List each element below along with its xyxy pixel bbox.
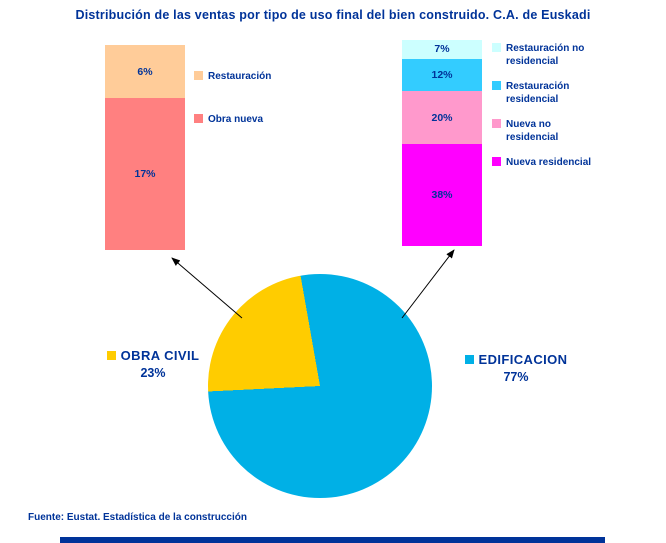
chart-title: Distribución de las ventas por tipo de u… <box>75 8 591 22</box>
bar-segment-value: 38% <box>431 189 453 202</box>
pie-chart <box>208 274 432 498</box>
obra-civil-bar: 6% 17% <box>105 45 185 250</box>
legend-item-restauracion: Restauración <box>194 70 271 83</box>
legend-item-nueva-residencial: Nueva residencial <box>492 156 596 169</box>
edificacion-legend: Restauración no residencial Restauración … <box>492 42 596 169</box>
legend-swatch <box>194 114 203 123</box>
legend-item-obra-nueva: Obra nueva <box>194 113 271 126</box>
legend-item-restauracion-no-residencial: Restauración no residencial <box>492 42 596 68</box>
legend-item-nueva-no-residencial: Nueva no residencial <box>492 118 596 144</box>
legend-label: Restauración <box>208 71 272 82</box>
bar-segment-restauracion: 6% <box>105 45 185 99</box>
bar-segment-restauracion-residencial: 12% <box>402 58 482 91</box>
bar-segment-value: 17% <box>134 168 156 181</box>
obra-civil-marker <box>106 351 116 360</box>
bar-segment-value: 12% <box>431 68 453 81</box>
bar-segment-nueva-no-residencial: 20% <box>402 90 482 145</box>
source-note: Fuente: Eustat. Estadística de la constr… <box>28 512 247 523</box>
legend-swatch <box>492 81 501 90</box>
bar-segment-obra-nueva: 17% <box>105 98 185 250</box>
bar-segment-nueva-residencial: 38% <box>402 144 482 246</box>
legend-swatch <box>492 157 501 166</box>
legend-label: Nueva no residencial <box>506 119 559 143</box>
legend-label: Restauración no residencial <box>506 43 585 67</box>
bar-segment-value: 20% <box>431 111 453 124</box>
pie-label-obra-civil: OBRA CIVIL 23% <box>84 348 222 380</box>
bar-segment-restauracion-no-residencial: 7% <box>402 40 482 59</box>
bar-segment-value: 6% <box>137 65 153 78</box>
pie-label-edificacion: EDIFICACION 77% <box>450 352 582 384</box>
edificacion-value: 77% <box>503 370 529 384</box>
bottom-accent-bar <box>60 537 605 543</box>
legend-item-restauracion-residencial: Restauración residencial <box>492 80 596 106</box>
legend-swatch <box>194 71 203 80</box>
legend-label: Restauración residencial <box>506 81 570 105</box>
obra-civil-legend: Restauración Obra nueva <box>194 70 271 126</box>
edificacion-marker <box>464 355 474 364</box>
legend-swatch <box>492 119 501 128</box>
arrow-to-right-bar <box>401 249 455 319</box>
edificacion-bar: 7% 12% 20% 38% <box>402 40 482 246</box>
bar-segment-value: 7% <box>434 43 450 56</box>
legend-label: Obra nueva <box>208 114 264 125</box>
obra-civil-label: OBRA CIVIL <box>120 348 200 363</box>
legend-label: Nueva residencial <box>506 157 592 168</box>
edificacion-label: EDIFICACION <box>478 352 568 367</box>
legend-swatch <box>492 43 501 52</box>
arrow-to-left-bar <box>171 257 243 319</box>
obra-civil-value: 23% <box>140 366 166 380</box>
